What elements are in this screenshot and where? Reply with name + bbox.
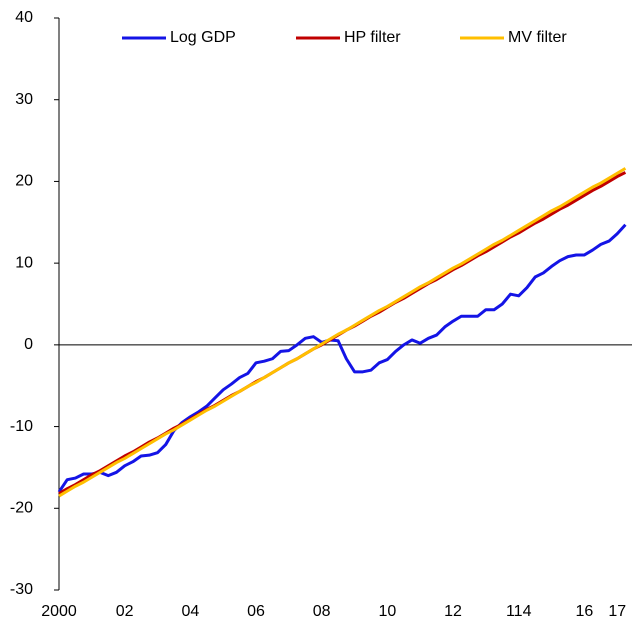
x-tick-label: 2000	[41, 603, 77, 620]
legend-label: HP filter	[344, 29, 401, 46]
series-line	[57, 223, 627, 493]
x-tick-label: 10	[378, 603, 396, 620]
x-tick-label: 16	[575, 603, 593, 620]
y-tick-label: 10	[15, 254, 33, 271]
x-tick-label: 17	[608, 603, 626, 620]
y-tick-label: 40	[15, 9, 33, 26]
y-tick-label: -10	[10, 418, 33, 435]
x-tick-label: 02	[116, 603, 134, 620]
legend-label: MV filter	[508, 29, 567, 46]
x-tick-label: 04	[181, 603, 199, 620]
x-tick-label: 114	[506, 603, 532, 620]
y-tick-label: -30	[10, 581, 33, 598]
x-tick-label: 06	[247, 603, 265, 620]
y-tick-label: 30	[15, 91, 33, 108]
x-tick-label: 08	[313, 603, 331, 620]
y-tick-label: 20	[15, 173, 33, 190]
x-tick-label: 12	[444, 603, 462, 620]
series-line	[58, 167, 627, 498]
y-tick-label: -20	[10, 500, 33, 517]
y-tick-label: 0	[24, 336, 33, 353]
legend-label: Log GDP	[170, 29, 236, 46]
